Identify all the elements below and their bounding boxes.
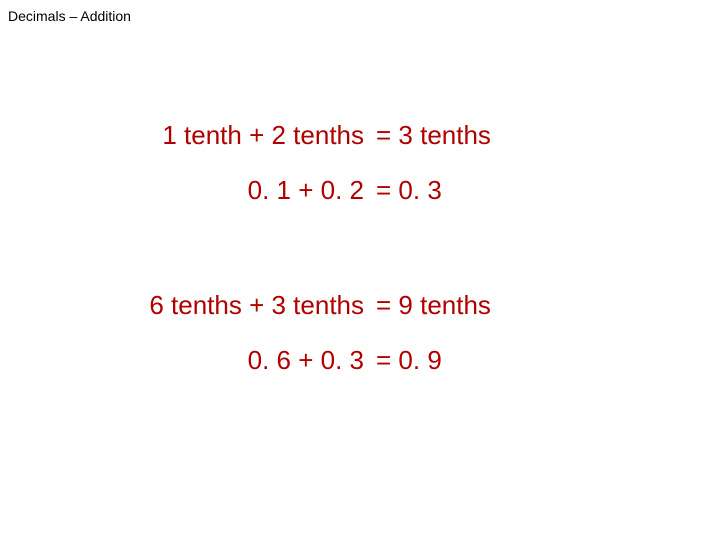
content-area: 1 tenth + 2 tenths = 3 tenths 0. 1 + 0. … xyxy=(0,120,720,400)
eq1-rhs: = 3 tenths xyxy=(370,120,720,151)
spacer xyxy=(0,230,720,290)
page-title: Decimals – Addition xyxy=(8,8,131,24)
eq3-rhs: = 9 tenths xyxy=(370,290,720,321)
equation-row-2: 0. 1 + 0. 2 = 0. 3 xyxy=(0,175,720,206)
equation-row-3: 6 tenths + 3 tenths = 9 tenths xyxy=(0,290,720,321)
equation-row-4: 0. 6 + 0. 3 = 0. 9 xyxy=(0,345,720,376)
equation-row-1: 1 tenth + 2 tenths = 3 tenths xyxy=(0,120,720,151)
eq4-rhs: = 0. 9 xyxy=(370,345,720,376)
eq1-lhs: 1 tenth + 2 tenths xyxy=(0,120,370,151)
slide: Decimals – Addition 1 tenth + 2 tenths =… xyxy=(0,0,720,540)
eq2-lhs: 0. 1 + 0. 2 xyxy=(0,175,370,206)
eq4-lhs: 0. 6 + 0. 3 xyxy=(0,345,370,376)
eq2-rhs: = 0. 3 xyxy=(370,175,720,206)
eq3-lhs: 6 tenths + 3 tenths xyxy=(0,290,370,321)
